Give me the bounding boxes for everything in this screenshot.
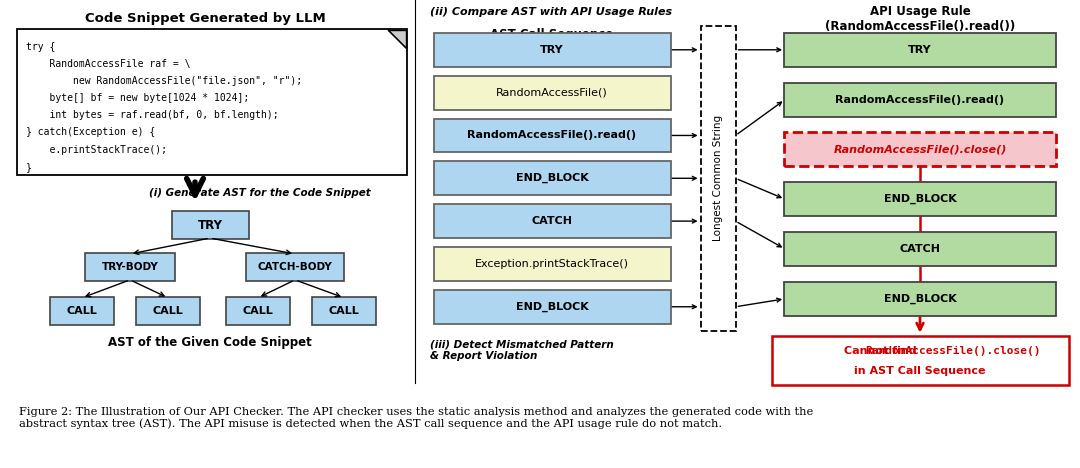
FancyBboxPatch shape <box>50 297 114 325</box>
Text: Figure 2: The Illustration of Our API Checker. The API checker uses the static a: Figure 2: The Illustration of Our API Ch… <box>19 407 813 430</box>
Text: CALL: CALL <box>328 306 360 316</box>
Text: (ii) Compare AST with API Usage Rules: (ii) Compare AST with API Usage Rules <box>430 7 672 17</box>
Text: TRY: TRY <box>540 45 564 55</box>
FancyBboxPatch shape <box>784 132 1056 166</box>
FancyBboxPatch shape <box>433 204 671 238</box>
FancyBboxPatch shape <box>172 211 248 239</box>
Text: RandomAccessFile().close(): RandomAccessFile().close() <box>834 145 1007 154</box>
Text: RandomAccessFile().read(): RandomAccessFile().read() <box>836 95 1004 105</box>
Text: END_BLOCK: END_BLOCK <box>883 194 957 205</box>
Text: TRY: TRY <box>908 45 932 55</box>
FancyBboxPatch shape <box>226 297 291 325</box>
Text: CALL: CALL <box>152 306 184 316</box>
FancyBboxPatch shape <box>784 33 1056 67</box>
Text: Cannot find: Cannot find <box>843 345 920 356</box>
Text: RandomAccessFile().close(): RandomAccessFile().close() <box>865 345 1040 356</box>
Text: Longest Common String: Longest Common String <box>713 115 723 241</box>
Text: CATCH: CATCH <box>900 244 941 254</box>
Polygon shape <box>388 30 406 48</box>
Text: API Usage Rule
(RandomAccessFile().read()): API Usage Rule (RandomAccessFile().read(… <box>825 5 1015 33</box>
Text: CATCH: CATCH <box>531 216 572 226</box>
FancyBboxPatch shape <box>433 118 671 153</box>
FancyBboxPatch shape <box>136 297 200 325</box>
Text: (iii) Detect Mismatched Pattern
& Report Violation: (iii) Detect Mismatched Pattern & Report… <box>430 340 613 361</box>
Text: AST Call Sequence: AST Call Sequence <box>490 28 613 41</box>
Text: } catch(Exception e) {: } catch(Exception e) { <box>26 127 156 138</box>
Text: (i) Generate AST for the Code Snippet: (i) Generate AST for the Code Snippet <box>149 188 370 198</box>
FancyBboxPatch shape <box>433 247 671 281</box>
FancyBboxPatch shape <box>85 253 175 281</box>
FancyBboxPatch shape <box>784 232 1056 266</box>
FancyBboxPatch shape <box>433 290 671 324</box>
Text: TRY: TRY <box>198 219 222 232</box>
FancyBboxPatch shape <box>433 76 671 110</box>
Text: int bytes = raf.read(bf, 0, bf.length);: int bytes = raf.read(bf, 0, bf.length); <box>26 110 279 120</box>
Text: e.printStackTrace();: e.printStackTrace(); <box>26 145 167 154</box>
Text: RandomAccessFile(): RandomAccessFile() <box>496 88 608 98</box>
Text: RandomAccessFile().read(): RandomAccessFile().read() <box>468 131 636 140</box>
Text: END_BLOCK: END_BLOCK <box>515 302 589 312</box>
FancyBboxPatch shape <box>784 182 1056 216</box>
FancyBboxPatch shape <box>246 253 345 281</box>
Text: Code Snippet Generated by LLM: Code Snippet Generated by LLM <box>84 12 325 25</box>
Text: CATCH-BODY: CATCH-BODY <box>258 262 333 272</box>
Text: CALL: CALL <box>67 306 97 316</box>
FancyBboxPatch shape <box>312 297 376 325</box>
Text: END_BLOCK: END_BLOCK <box>883 293 957 304</box>
Text: byte[] bf = new byte[1024 * 1024];: byte[] bf = new byte[1024 * 1024]; <box>26 93 249 103</box>
Text: AST of the Given Code Snippet: AST of the Given Code Snippet <box>108 336 312 349</box>
Text: END_BLOCK: END_BLOCK <box>515 173 589 183</box>
Text: in AST Call Sequence: in AST Call Sequence <box>854 366 986 375</box>
FancyBboxPatch shape <box>784 83 1056 117</box>
Text: try {: try { <box>26 42 55 52</box>
FancyBboxPatch shape <box>784 282 1056 316</box>
Text: Exception.printStackTrace(): Exception.printStackTrace() <box>475 259 629 269</box>
FancyBboxPatch shape <box>433 161 671 195</box>
Text: RandomAccessFile raf = \: RandomAccessFile raf = \ <box>26 59 190 69</box>
Text: new RandomAccessFile("file.json", "r");: new RandomAccessFile("file.json", "r"); <box>26 76 302 86</box>
FancyBboxPatch shape <box>771 336 1068 386</box>
Text: TRY-BODY: TRY-BODY <box>102 262 159 272</box>
Text: }: } <box>26 162 32 172</box>
Text: CALL: CALL <box>243 306 273 316</box>
FancyBboxPatch shape <box>17 29 407 176</box>
FancyBboxPatch shape <box>433 33 671 67</box>
